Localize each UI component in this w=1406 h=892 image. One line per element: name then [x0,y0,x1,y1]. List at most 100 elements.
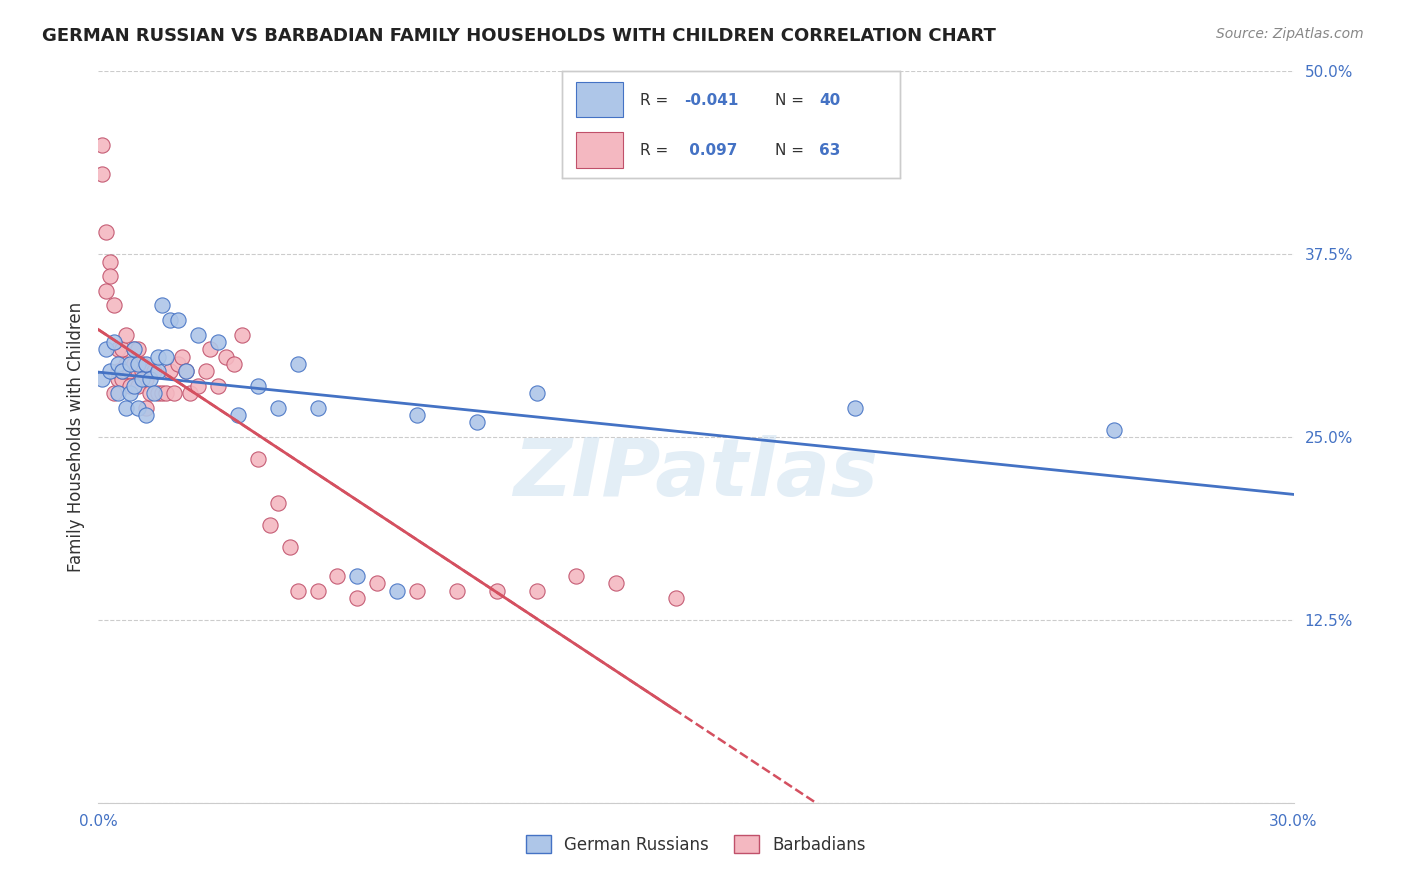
Point [107,364,129,378]
Point [485,583,508,598]
Point [167,357,190,371]
Point [307,401,329,415]
Point [107,386,129,401]
Point [526,583,548,598]
Point [120,386,142,401]
Point [127,401,149,415]
Point [103,298,125,312]
Point [278,540,301,554]
Point [1104,423,1126,437]
Point [167,313,190,327]
Point [605,576,627,591]
Point [150,298,173,312]
Text: R =: R = [640,93,673,108]
Point [111,343,134,357]
Point [131,371,153,385]
Point [246,452,269,467]
Point [135,357,157,371]
Point [406,408,429,422]
Text: Source: ZipAtlas.com: Source: ZipAtlas.com [1216,27,1364,41]
Point [139,364,162,378]
Point [207,379,229,393]
Point [215,350,238,364]
Point [159,313,181,327]
Point [124,379,146,393]
Point [131,364,153,378]
Text: -0.041: -0.041 [683,93,738,108]
Text: N =: N = [775,93,808,108]
Point [127,357,149,371]
Point [187,327,209,342]
Point [127,364,149,378]
Point [198,343,221,357]
Point [231,327,253,342]
Point [226,408,249,422]
Point [96,284,118,298]
Bar [576,132,623,168]
Point [307,583,329,598]
Point [195,364,218,378]
Point [287,357,309,371]
Point [96,343,118,357]
Point [107,343,129,357]
Point [446,583,468,598]
Point [174,364,197,378]
Point [406,583,429,598]
Point [148,364,170,378]
Point [187,379,209,393]
Point [287,583,309,598]
Point [120,379,142,393]
Point [326,569,349,583]
Point [179,386,201,401]
Point [111,364,134,378]
Point [143,386,166,401]
Point [174,364,197,378]
Point [107,371,129,385]
Point [565,569,588,583]
Point [111,364,134,378]
Text: 63: 63 [818,143,841,158]
Point [103,334,125,349]
Point [665,591,688,605]
Point [115,327,138,342]
Point [526,386,548,401]
Point [98,364,122,378]
Point [267,401,290,415]
Point [135,401,157,415]
Text: R =: R = [640,143,673,158]
Point [98,269,122,284]
Point [259,517,281,532]
Point [107,357,129,371]
Point [91,167,114,181]
Point [91,371,114,385]
Point [98,254,122,268]
Text: GERMAN RUSSIAN VS BARBADIAN FAMILY HOUSEHOLDS WITH CHILDREN CORRELATION CHART: GERMAN RUSSIAN VS BARBADIAN FAMILY HOUSE… [42,27,995,45]
Point [103,386,125,401]
Point [844,401,866,415]
Point [143,364,166,378]
Point [135,408,157,422]
Legend: German Russians, Barbadians: German Russians, Barbadians [519,829,873,860]
Point [246,379,269,393]
Point [207,334,229,349]
Bar [576,82,623,118]
Point [267,496,290,510]
Text: ZIPatlas: ZIPatlas [513,434,879,513]
Point [222,357,245,371]
Point [346,569,368,583]
Point [115,364,138,378]
Point [155,350,177,364]
Point [346,591,368,605]
Point [115,401,138,415]
Point [155,386,177,401]
Point [127,379,149,393]
Point [139,371,162,385]
Point [385,583,409,598]
Point [91,137,114,152]
Point [172,350,194,364]
Point [115,357,138,371]
Point [465,416,488,430]
Point [127,343,149,357]
Point [124,343,146,357]
Point [148,350,170,364]
